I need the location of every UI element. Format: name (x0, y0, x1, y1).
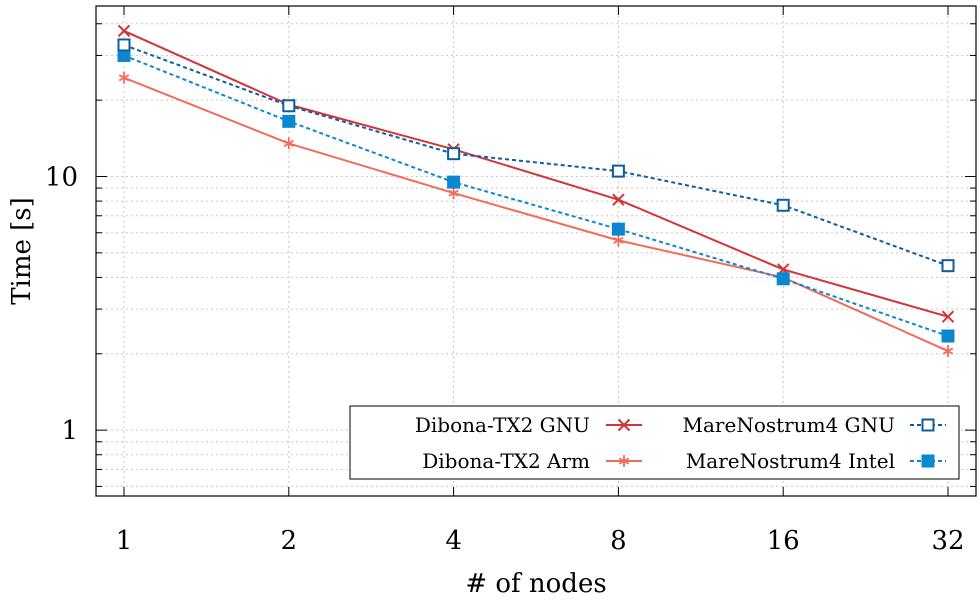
x-tick-label: 8 (610, 526, 627, 556)
data-point (447, 175, 461, 189)
series-line (123, 29, 949, 318)
series-line (123, 76, 949, 352)
legend-label: Dibona-TX2 Arm (422, 449, 590, 473)
data-point (776, 272, 790, 286)
data-point (611, 164, 625, 178)
series-layer (117, 24, 955, 358)
legend-entry: MareNostrum4 GNU (683, 413, 946, 437)
legend-marker (617, 418, 631, 432)
legend-marker (618, 455, 630, 467)
data-point (941, 259, 955, 273)
data-point (117, 38, 131, 52)
y-tick-label: 1 (61, 416, 78, 446)
x-tick-label: 2 (281, 526, 298, 556)
data-point (448, 187, 459, 200)
data-point (612, 193, 625, 206)
series-line (123, 44, 949, 267)
x-tick-label: 1 (116, 526, 133, 556)
y-tick-label: 10 (45, 162, 78, 192)
y-axis-label: Time [s] (7, 197, 37, 305)
legend-label: MareNostrum4 Intel (686, 449, 895, 473)
data-point (941, 310, 955, 323)
legend-marker (921, 418, 935, 432)
plot-frame (95, 5, 977, 497)
x-tick-label: 32 (931, 526, 964, 556)
data-point (118, 71, 130, 84)
data-point (283, 137, 295, 150)
legend-label: MareNostrum4 GNU (683, 413, 895, 437)
x-tick-label: 4 (445, 526, 462, 556)
legend-entry: Dibona-TX2 Arm (422, 449, 642, 473)
data-point (282, 114, 296, 128)
data-point (941, 329, 955, 343)
data-point (776, 198, 790, 212)
legend-label: Dibona-TX2 GNU (415, 413, 590, 437)
data-point (942, 345, 954, 358)
data-point (447, 147, 461, 161)
legend-entry: MareNostrum4 Intel (686, 449, 946, 473)
legend: Dibona-TX2 GNU Dibona-TX2 Arm MareNostrum4… (349, 405, 960, 480)
data-point (117, 24, 131, 38)
legend-entry: Dibona-TX2 GNU (415, 413, 642, 437)
ticks: 1 2 4 8 16 32 1 10 (45, 6, 976, 556)
series-line (123, 54, 949, 337)
data-point (613, 234, 624, 247)
data-point (282, 99, 296, 113)
data-point (611, 222, 625, 236)
legend-marker (921, 454, 935, 468)
x-tick-label: 16 (767, 526, 800, 556)
legend-box (349, 405, 960, 480)
x-axis-label: # of nodes (465, 569, 606, 599)
